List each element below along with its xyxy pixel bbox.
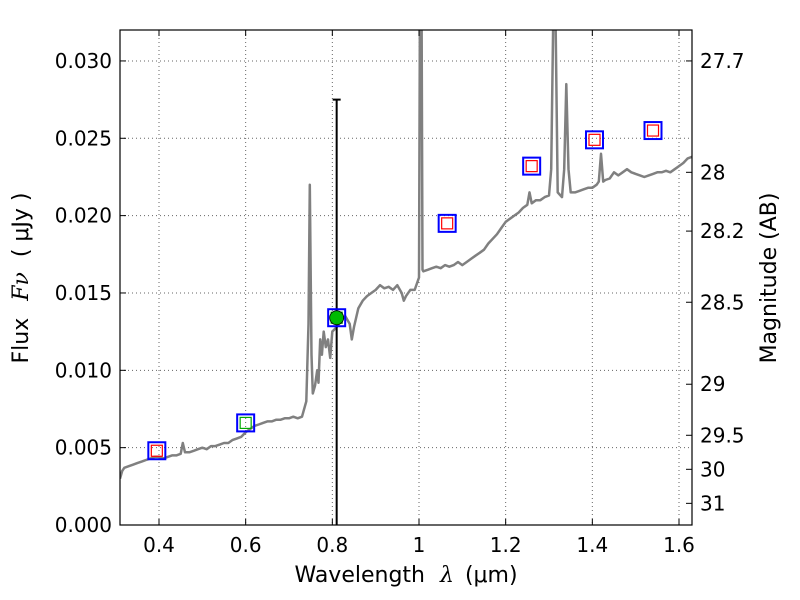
photometry-box-outer <box>236 413 256 433</box>
photometry-box-inner <box>588 133 601 146</box>
y-tick-label: 0.010 <box>55 358 112 382</box>
photometry-box-inner <box>441 217 454 230</box>
x-axis-label-unit: (μm) <box>465 563 518 588</box>
photometry-box-inner <box>525 160 538 173</box>
photometry-box-outer <box>437 213 457 233</box>
x-tick-label: 0.8 <box>316 533 348 557</box>
spectrum-layer <box>120 30 692 479</box>
photometry-box-outer <box>147 441 167 461</box>
photometry-box-outer <box>522 156 542 176</box>
x-axis-label-text: Wavelength <box>294 563 425 588</box>
y-axis-label: Flux Fν ( μJy ) <box>9 192 34 363</box>
y2-tick-label: 29.5 <box>700 423 745 447</box>
y2-tick-label: 30 <box>700 457 725 481</box>
y-tick-label: 0.000 <box>55 513 112 537</box>
x-tick-label: 0.4 <box>143 533 175 557</box>
y-tick-label: 0.030 <box>55 49 112 73</box>
y-axis-label-unit: ( μJy ) <box>9 192 34 257</box>
x-tick-label: 1.2 <box>490 533 522 557</box>
x-tick-label: 1 <box>413 533 426 557</box>
y-tick-label: 0.025 <box>55 126 112 150</box>
y2-tick-label: 28.2 <box>700 219 745 243</box>
photometry-box-outer <box>327 308 347 328</box>
photometry-box-inner <box>150 444 163 457</box>
x-axis-label: Wavelength λ (μm) <box>294 563 517 588</box>
y-axis-label-text: Flux <box>9 318 34 364</box>
x-tick-label: 1.6 <box>663 533 695 557</box>
model-spectrum-line <box>120 30 692 479</box>
grid-lines <box>120 30 692 526</box>
photometry-box-outer <box>643 121 663 141</box>
y-tick-label: 0.005 <box>55 436 112 460</box>
photometry-box-inner <box>239 416 252 430</box>
photometry-box-outer <box>585 130 604 150</box>
y2-tick-label: 28 <box>700 160 725 184</box>
y2-axis-label: Magnitude (AB) <box>757 193 782 364</box>
y-tick-label: 0.015 <box>55 281 112 305</box>
photometry-layer <box>147 121 663 461</box>
x-axis-label-symbol: λ <box>439 563 454 588</box>
plot-frame <box>119 29 693 526</box>
y-axis-label-symbol: Fν <box>9 272 34 302</box>
y2-tick-label: 31 <box>700 491 725 515</box>
y-tick-label: 0.020 <box>55 204 112 228</box>
y-axis-ticks: 0.000 0.005 0.010 0.015 0.020 0.025 0.030 <box>55 49 126 537</box>
x-tick-label: 1.4 <box>576 533 608 557</box>
y2-tick-label: 28.5 <box>700 290 745 314</box>
photometry-box-inner <box>646 124 660 137</box>
y2-tick-label: 29 <box>700 372 725 396</box>
y2-tick-label: 27.7 <box>700 49 745 73</box>
y2-axis-ticks: 27.7 28 28.2 28.5 29 29.5 30 31 <box>686 49 745 515</box>
detection-point <box>329 310 345 326</box>
x-tick-label: 0.6 <box>230 533 262 557</box>
x-axis-ticks: 0.4 0.6 0.8 1 1.2 1.4 1.6 <box>143 30 695 557</box>
